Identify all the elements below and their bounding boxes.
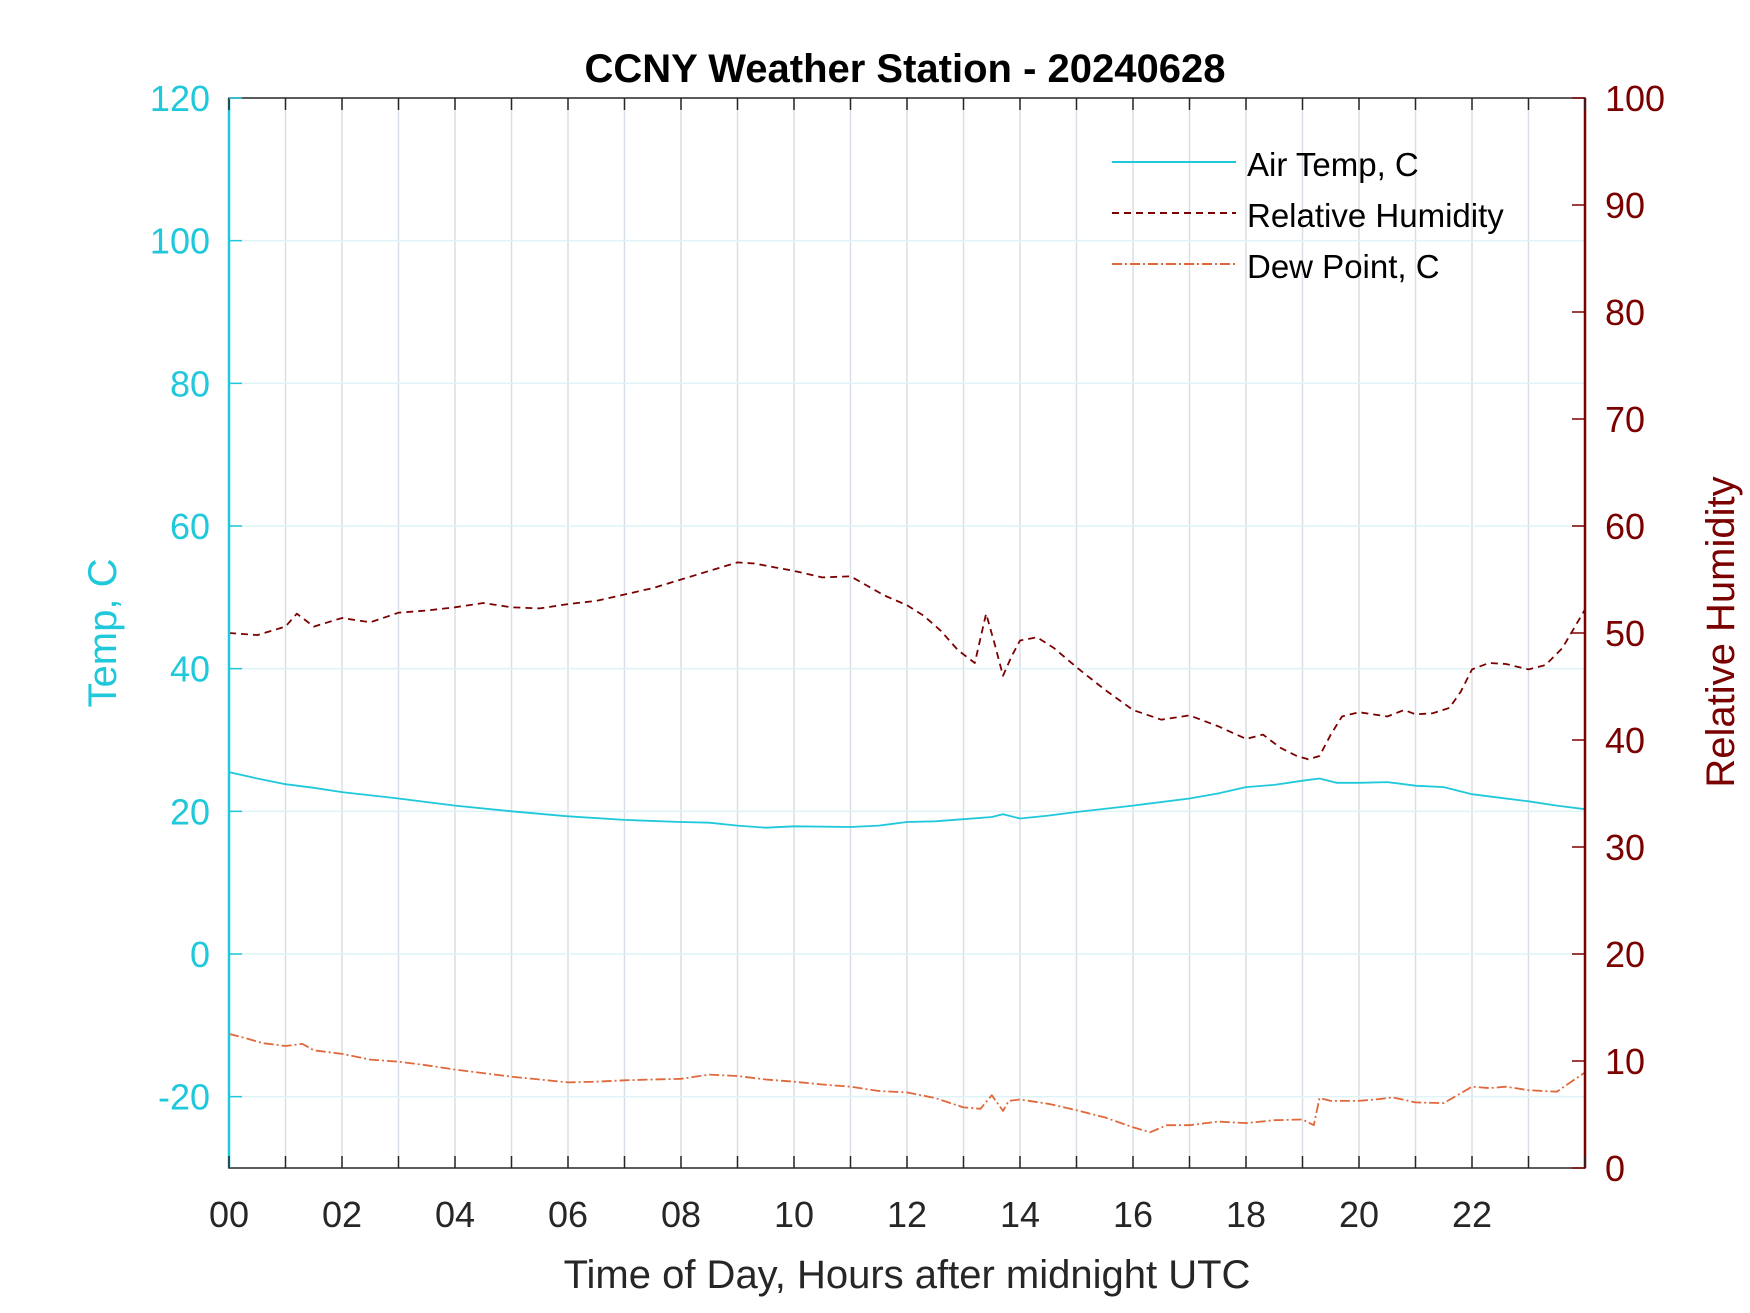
x-tick-label: 04	[435, 1194, 475, 1235]
y-right-tick-label: 80	[1605, 292, 1645, 333]
x-tick-label: 22	[1452, 1194, 1492, 1235]
series-line-dew-point-c	[228, 1033, 1586, 1134]
y-right-tick-label: 30	[1605, 827, 1645, 868]
y-right-tick-label: 90	[1605, 185, 1645, 226]
y-right-tick-label: 10	[1605, 1041, 1645, 1082]
ticks: 00 02 04 06 08 10 12 14 16 18 20 22-200204060801001…	[150, 78, 1665, 1235]
y-right-tick-label: 70	[1605, 399, 1645, 440]
y-axis-label-left: Temp, C	[81, 559, 125, 708]
series-line-air-temp-c	[228, 771, 1586, 829]
x-tick-label: 00	[209, 1194, 249, 1235]
y-left-tick-label: 40	[170, 649, 210, 690]
y-left-tick-label: 60	[170, 506, 210, 547]
x-tick-label: 08	[661, 1194, 701, 1235]
y-left-tick-label: 80	[170, 363, 210, 404]
y-axis-label-right: Relative Humidity	[1699, 476, 1743, 787]
x-axis-label: Time of Day, Hours after midnight UTC	[564, 1253, 1251, 1297]
legend-label-dew-point: Dew Point, C	[1247, 248, 1440, 285]
x-tick-label: 02	[322, 1194, 362, 1235]
series-layer	[228, 561, 1586, 1134]
series-line-relative-humidity	[228, 561, 1586, 761]
legend-label-relative-humidity: Relative Humidity	[1247, 197, 1504, 234]
legend-label-air-temp: Air Temp, C	[1247, 146, 1419, 183]
y-left-tick-label: 120	[150, 78, 210, 119]
x-tick-label: 06	[548, 1194, 588, 1235]
y-right-tick-label: 60	[1605, 506, 1645, 547]
x-tick-label: 18	[1226, 1194, 1266, 1235]
x-tick-label: 16	[1113, 1194, 1153, 1235]
x-tick-label: 14	[1000, 1194, 1040, 1235]
y-right-tick-label: 0	[1605, 1148, 1625, 1189]
y-left-tick-label: 100	[150, 221, 210, 262]
y-right-tick-label: 100	[1605, 78, 1665, 119]
y-right-tick-label: 50	[1605, 613, 1645, 654]
y-right-tick-label: 20	[1605, 934, 1645, 975]
x-tick-label: 20	[1339, 1194, 1379, 1235]
y-left-tick-label: 0	[190, 934, 210, 975]
legend: Air Temp, C Relative Humidity Dew Point,…	[1112, 146, 1504, 285]
y-right-tick-label: 40	[1605, 720, 1645, 761]
grid	[229, 98, 1585, 1168]
chart-title: CCNY Weather Station - 20240628	[585, 47, 1226, 91]
x-tick-label: 10	[774, 1194, 814, 1235]
y-left-tick-label: 20	[170, 791, 210, 832]
x-tick-label: 12	[887, 1194, 927, 1235]
y-left-tick-label: -20	[158, 1077, 210, 1118]
